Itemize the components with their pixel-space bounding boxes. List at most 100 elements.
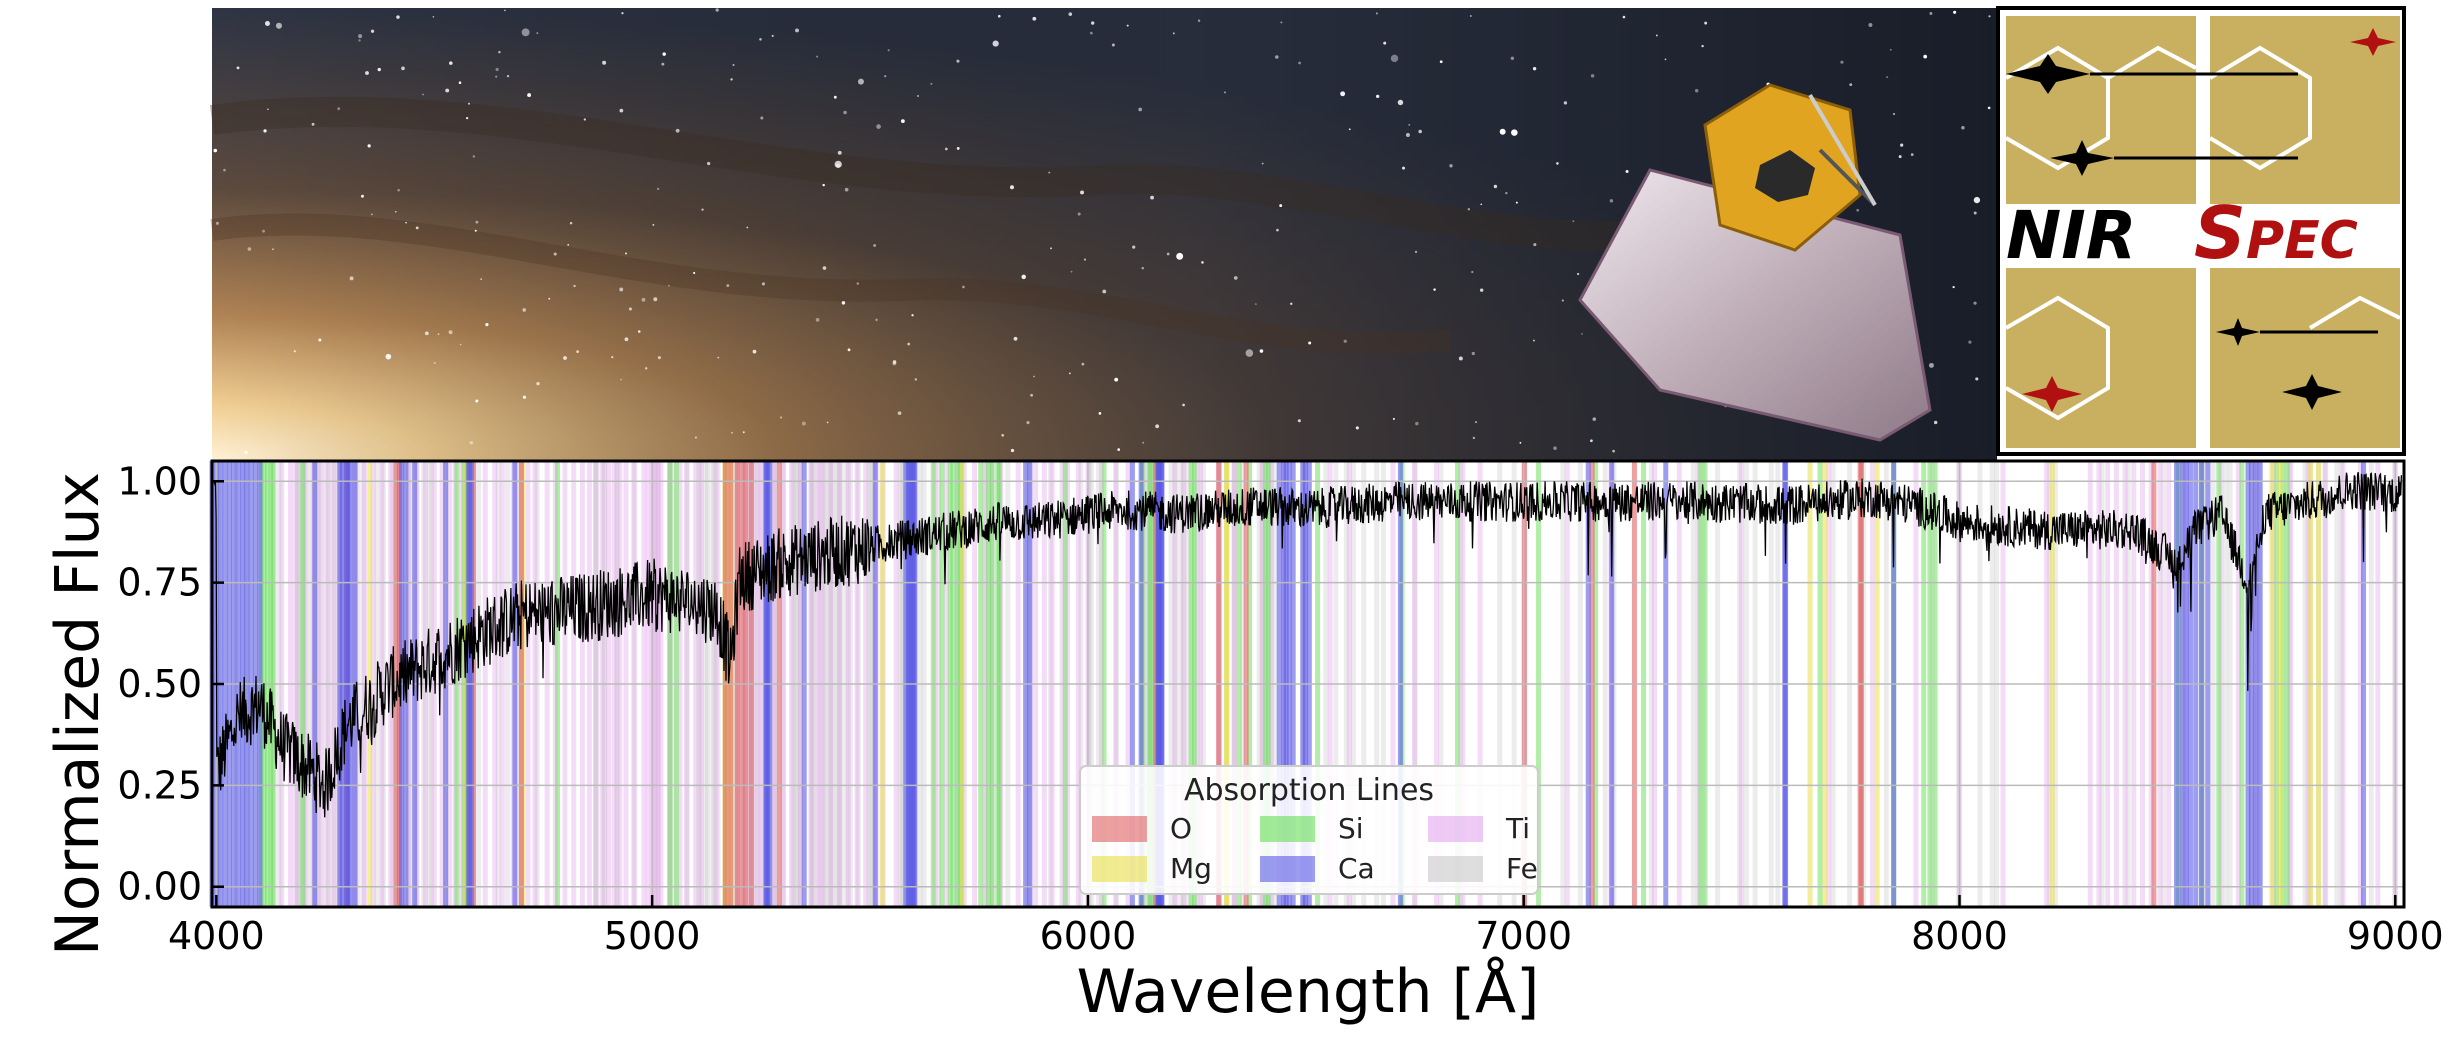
star [576,350,580,354]
star [661,62,665,66]
logo-text-pec: PEC [2246,211,2358,271]
star [1433,288,1436,291]
star [900,119,905,124]
star [1077,212,1081,216]
star [1910,153,1914,156]
star [701,208,704,211]
star [275,22,282,29]
star [1172,32,1175,35]
star [1493,184,1498,189]
star [1704,21,1708,25]
star [377,67,381,72]
star [602,60,607,65]
star [1150,195,1154,200]
star [856,282,859,285]
star [1556,162,1559,165]
star [504,9,506,12]
x-axis-title: Wavelength [Å] [1077,956,1540,1027]
star [1297,419,1301,423]
star [1553,446,1557,451]
star [475,220,479,224]
star [1889,48,1892,51]
star [1083,258,1087,261]
star [1383,41,1387,45]
star [495,75,498,78]
star [236,66,240,70]
star [1973,211,1977,215]
star [628,307,632,311]
star [746,226,749,229]
star [1929,12,1933,15]
star [1840,60,1844,64]
star [1532,66,1537,71]
legend-label-Si: Si [1338,812,1364,845]
star [816,55,819,58]
star [1898,155,1902,159]
star [637,330,641,333]
star [847,348,851,352]
star [1176,252,1184,260]
spectrum-line [213,472,2403,818]
star [1923,54,1928,59]
star [843,110,847,115]
star [892,361,897,366]
star [656,187,660,191]
star [437,333,440,336]
star [247,247,252,251]
star [619,108,624,113]
star [1933,420,1938,425]
star [760,116,764,120]
star [536,32,539,35]
star [1952,285,1955,289]
star [730,78,733,81]
star [1849,83,1853,87]
star [834,160,842,168]
star [311,122,315,126]
star [717,356,720,359]
star [1010,185,1014,190]
star [761,282,765,286]
star [1030,393,1033,397]
star [1098,411,1102,415]
star [693,271,696,275]
star [1275,55,1279,59]
star [675,128,680,133]
x-axis-ticks: 4000 5000 6000 7000 8000 9000 [168,895,2444,958]
legend-title: Absorption Lines [1184,773,1434,808]
star [1572,220,1575,223]
legend-swatch-Ti [1428,816,1483,842]
star [358,39,361,42]
legend-label-Ti: Ti [1505,812,1530,845]
legend-swatch-O [1092,816,1147,842]
star [1166,252,1170,256]
star [657,356,661,360]
star [318,338,322,342]
star [495,67,499,72]
y-axis-ticks: 0.00 0.25 0.50 0.75 1.00 [117,459,224,909]
logo-text-s: S [2194,191,2246,275]
star-icon [2022,376,2082,412]
star [475,399,479,403]
star [621,12,624,15]
star [837,150,842,155]
star [1973,196,1981,204]
star [619,287,624,292]
star [1117,448,1121,451]
star [742,431,745,434]
star [1479,288,1484,292]
star [1886,76,1889,79]
dust-lane [209,96,1703,252]
star [1397,99,1404,106]
star [213,148,218,153]
star [1590,439,1593,443]
x-tick-label: 5000 [604,914,701,958]
star [1625,169,1629,173]
star [553,252,557,256]
star [498,50,501,54]
legend: Absorption Lines O Mg Si Ca Ti Fe [1079,765,1539,895]
star [1142,441,1145,444]
star [887,49,890,52]
star [1961,126,1965,130]
star [833,95,837,99]
